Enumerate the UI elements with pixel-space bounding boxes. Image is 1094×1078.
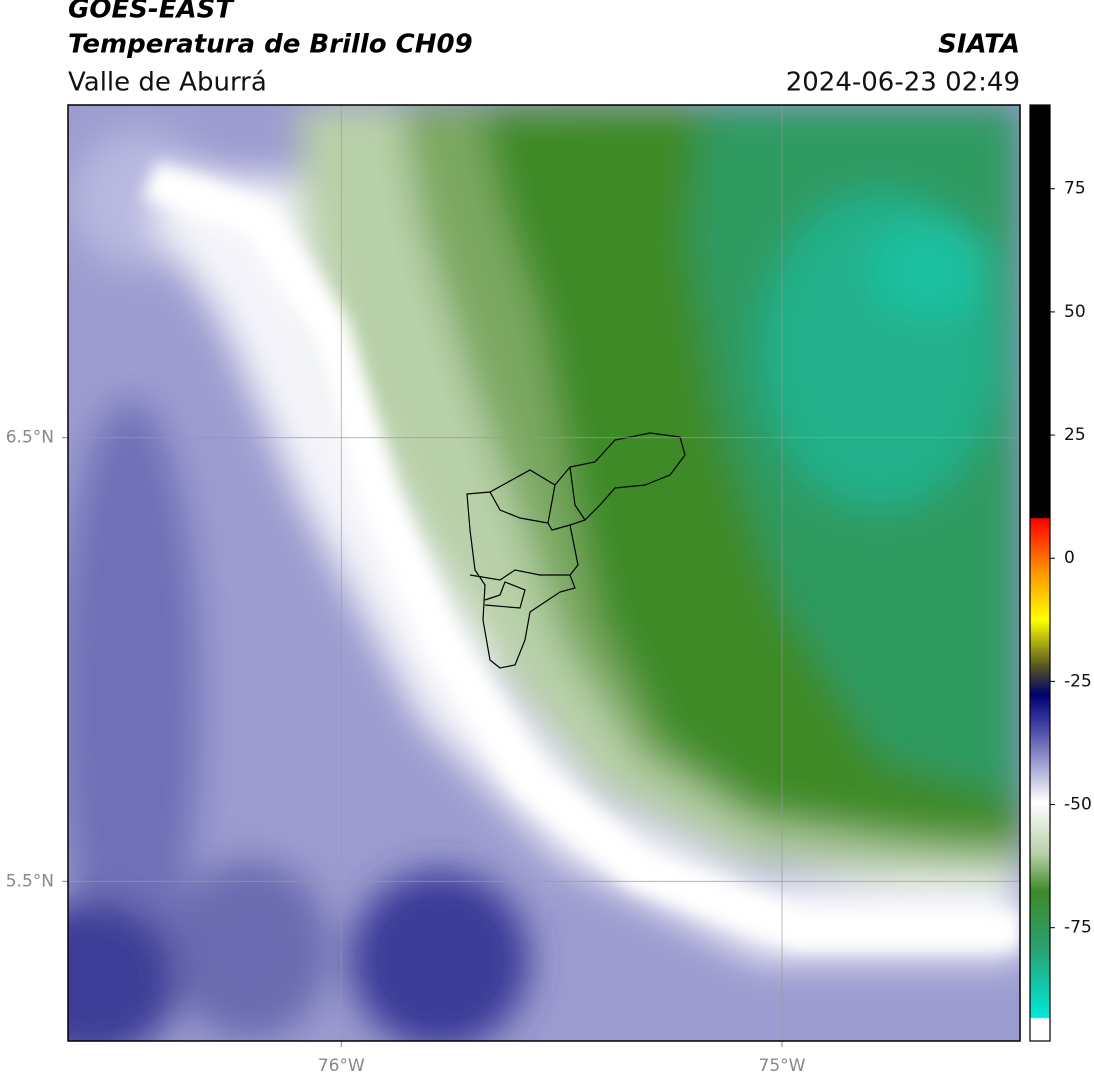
colorbar-tick-label: -50 — [1064, 795, 1092, 815]
subtitle: Temperatura de Brillo CH09 — [68, 30, 473, 60]
lon-tick-label: 75°W — [759, 1056, 806, 1076]
timestamp: 2024-06-23 02:49 — [786, 68, 1020, 98]
municipal-boundaries — [466, 432, 686, 669]
lat-tick-label: 5.5°N — [6, 871, 54, 891]
region: Valle de Aburrá — [68, 68, 267, 98]
colorbar-tick-label: 75 — [1064, 179, 1086, 199]
colorbar-tick-label: 50 — [1064, 302, 1086, 322]
colorbar-tick-label: -75 — [1064, 918, 1092, 938]
source: SIATA — [938, 30, 1020, 60]
colorbar — [1029, 104, 1051, 1042]
colorbar-tick-label: -25 — [1064, 671, 1092, 691]
colorbar-tick-label: 0 — [1064, 548, 1075, 568]
lat-tick-label: 6.5°N — [6, 428, 54, 448]
lon-tick-label: 76°W — [318, 1056, 365, 1076]
colorbar-tick-label: 25 — [1064, 425, 1086, 445]
title: GOES-EAST — [68, 0, 235, 25]
map-frame — [67, 104, 1021, 1042]
satellite-image — [68, 105, 1020, 1041]
